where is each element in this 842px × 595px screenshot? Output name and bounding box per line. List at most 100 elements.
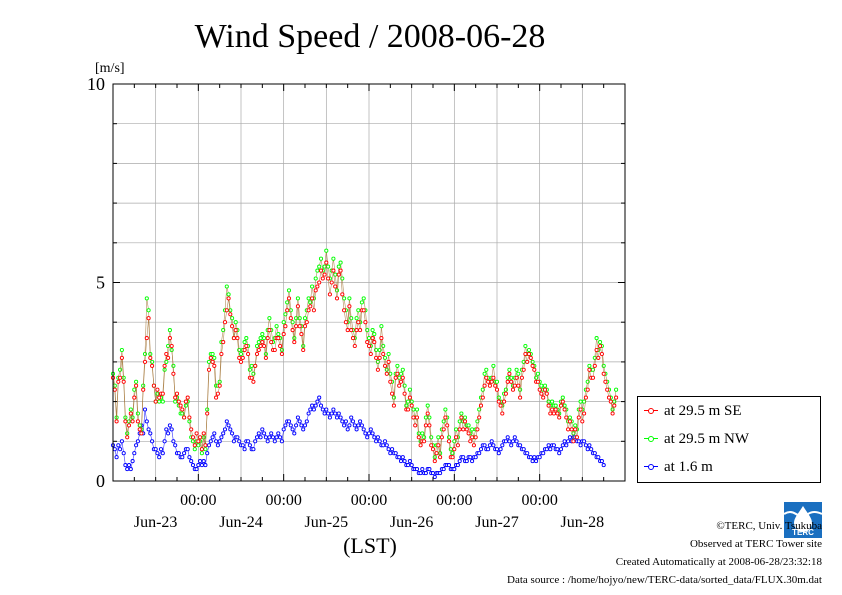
data-point [347,304,352,309]
data-point [498,403,503,408]
data-point [176,399,181,404]
data-point [361,308,366,313]
data-point [157,399,162,404]
y-tick-label: 5 [96,273,105,293]
data-point [329,280,334,285]
data-point [583,443,588,448]
legend-label-se: at 29.5 m SE [664,402,742,419]
data-point [162,439,167,444]
logo-text: TERC [792,528,814,537]
data-point [189,459,194,464]
data-point [461,455,466,460]
data-point [395,371,400,376]
data-point [518,443,523,448]
grid-layer [113,84,625,481]
data-point [432,474,437,480]
data-point [228,427,233,432]
data-point [238,351,244,357]
data-point [212,363,217,368]
data-point [340,292,345,297]
data-point [125,467,130,472]
data-point [473,435,478,440]
data-point [398,459,404,464]
data-point [123,419,128,424]
data-point [560,399,565,404]
data-point [281,332,286,337]
terc-logo-icon: TERC [784,502,822,538]
data-point [167,423,172,428]
data-point [363,431,368,436]
data-point [308,304,313,309]
data-point [286,419,292,424]
data-point [318,268,324,273]
data-point [119,355,124,360]
data-point [603,379,608,384]
data-point [208,439,213,444]
data-point [546,399,551,404]
data-point [372,340,377,345]
data-point [286,296,292,301]
data-point [217,383,222,388]
data-point [206,367,212,372]
data-point [370,336,375,341]
data-point [605,387,610,392]
data-point [310,403,315,408]
data-point [452,447,457,452]
data-point [141,387,146,392]
data-point [313,403,318,408]
data-point [331,407,336,412]
data-point [521,447,526,452]
data-point [471,443,476,448]
data-point [125,431,130,436]
data-point [144,419,149,424]
data-point [350,336,356,341]
data-point [526,347,532,353]
data-point [420,467,425,472]
data-point [507,439,512,444]
data-point [263,355,268,360]
data-point [496,451,501,456]
data-point [338,260,343,265]
data-point [173,395,178,400]
data-point [598,343,603,349]
data-point [222,427,228,432]
data-point [487,383,492,388]
data-point [334,415,340,420]
data-point [137,427,142,432]
data-point [606,395,612,400]
data-point [196,443,201,448]
data-point [436,435,441,440]
data-point [414,407,420,412]
data-point [189,427,194,432]
data-point [192,443,197,448]
data-point [391,403,396,408]
data-point [388,451,393,456]
data-point [160,399,165,404]
data-point [459,415,464,420]
data-point [358,328,363,333]
data-point [148,355,153,360]
data-point [425,411,430,416]
data-point [167,336,172,341]
data-point [430,447,436,452]
data-point [114,455,119,460]
data-point [509,443,514,448]
data-point [142,359,148,364]
data-point [160,451,165,456]
data-point [160,391,165,396]
data-point [185,395,190,400]
data-point [116,443,121,448]
data-point [368,351,373,357]
data-point [462,419,468,424]
data-point [157,455,162,460]
data-point [420,431,425,436]
data-point [126,423,132,428]
data-point [135,411,140,416]
data-point [558,447,564,452]
data-point [199,463,204,468]
chart-title: Wind Speed / 2008-06-28 [195,18,546,55]
data-point [258,343,263,349]
data-point [384,443,389,448]
data-point [329,411,334,416]
data-point [386,351,391,357]
